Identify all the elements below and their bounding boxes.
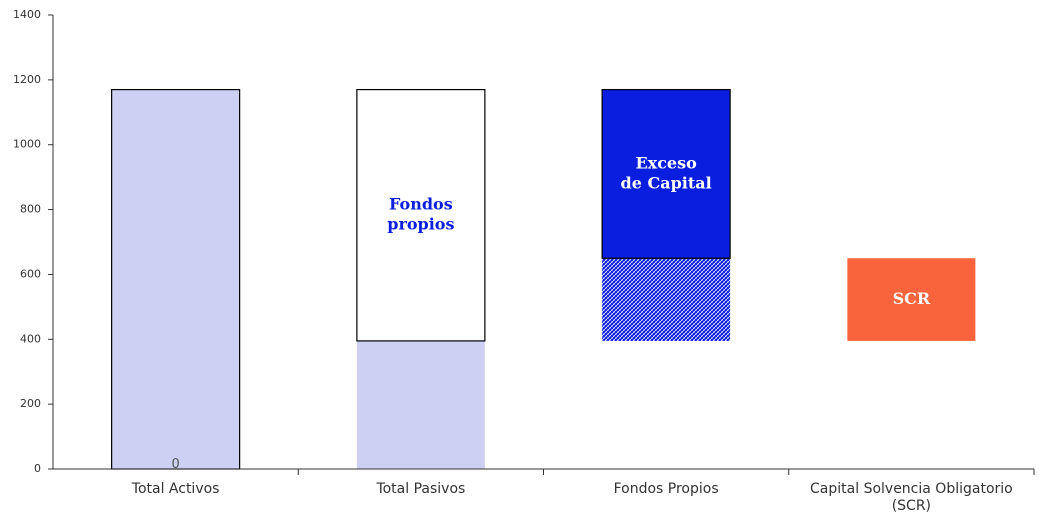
y-tick-label: 1200 [13,73,41,86]
bar-label: de Capital [621,173,712,192]
y-tick-label: 200 [20,397,41,410]
bar-segment-2 [356,88,486,342]
bar-label: SCR [893,289,931,308]
bar-label: Exceso [635,153,697,172]
y-tick-label: 1400 [13,8,41,21]
bar-segment-4 [601,88,731,259]
x-category-label: (SCR) [892,498,931,514]
y-tick-label: 800 [20,203,41,216]
bar-label: Fondos [389,195,453,214]
y-tick-label: 400 [20,332,41,345]
x-category-label: Fondos Propios [614,481,719,497]
bar-segment-0 [111,88,241,470]
y-tick-label: 600 [20,267,41,280]
x-category-label: Total Activos [131,481,220,497]
bar-segment-5 [847,258,976,341]
bar-label: propios [387,215,454,234]
y-tick-label: 1000 [13,138,41,151]
x-category-label: Total Pasivos [375,481,465,497]
y-tick-label: 0 [34,462,41,475]
bar-segment-3 [602,258,731,341]
x-category-label: Capital Solvencia Obligatorio [810,481,1013,497]
data-label: 0 [171,457,179,472]
bar-segment-1 [356,340,485,469]
